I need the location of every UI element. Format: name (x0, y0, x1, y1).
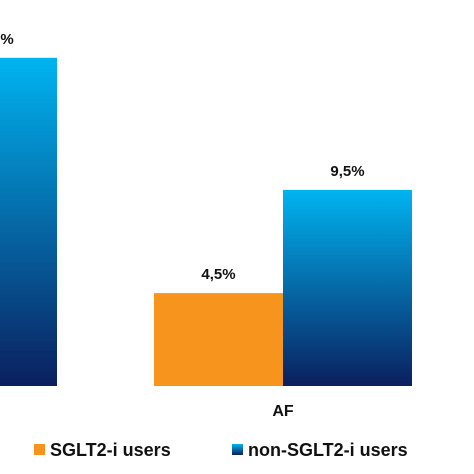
legend-swatch (232, 444, 243, 455)
legend-swatch (34, 444, 45, 455)
value-label: 4,5% (201, 266, 235, 283)
bar (154, 293, 283, 386)
legend-label: non-SGLT2-i users (248, 440, 408, 460)
legend-label: SGLT2-i users (50, 440, 171, 460)
value-label: 9,5% (330, 163, 364, 180)
bar (283, 189, 412, 386)
x-tick-label: AF (272, 403, 294, 420)
value-label: % (0, 31, 13, 48)
bar (0, 57, 57, 387)
